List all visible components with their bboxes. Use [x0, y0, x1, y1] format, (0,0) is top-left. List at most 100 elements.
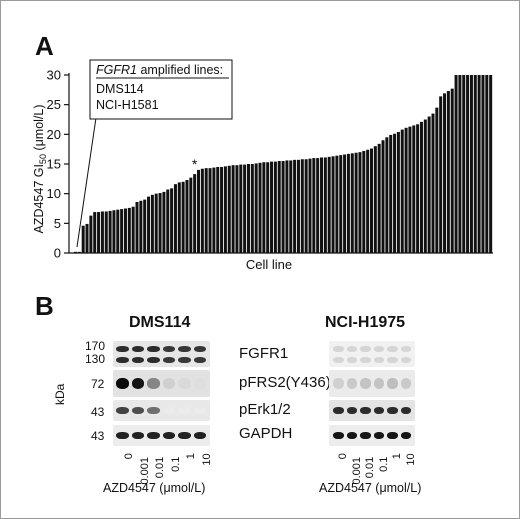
bar: [250, 164, 254, 253]
bar: [112, 210, 116, 253]
bar: [93, 212, 97, 253]
blot-nci-h1975-gapdh: [329, 425, 415, 446]
dose-label: 1: [391, 453, 403, 460]
bar: [258, 162, 262, 253]
blot-band: [360, 407, 371, 414]
bar: [181, 181, 185, 253]
blot-band: [400, 432, 411, 439]
bar: [327, 156, 331, 253]
bar: [197, 169, 201, 253]
bar: [373, 146, 377, 253]
blot-band: [387, 345, 398, 352]
bar: [208, 168, 212, 253]
bar: [281, 161, 285, 253]
bar: [423, 119, 427, 253]
bar: [354, 152, 358, 253]
bar: [443, 93, 447, 253]
blot-band: [147, 345, 160, 352]
bar: [89, 215, 93, 253]
bar: [173, 184, 177, 253]
bar: [97, 212, 101, 253]
gi50-bar-chart: 0 5 10 15 20 25 30 AZD4547 GI50 (μmol/L) Cell …: [32, 59, 493, 272]
bar: [154, 193, 158, 253]
blot-band: [116, 356, 129, 363]
blot-band: [400, 345, 411, 352]
bar: [331, 156, 335, 253]
bar: [185, 180, 189, 253]
y-tick-label: 5: [54, 216, 61, 231]
y-axis-label-sub: 50: [38, 154, 48, 164]
blot-band: [178, 345, 191, 352]
blot-band: [400, 407, 411, 414]
bar: [431, 113, 435, 253]
blot-band: [131, 407, 144, 414]
blot-dms114-pfrs2: [113, 370, 210, 397]
bar: [212, 167, 216, 253]
y-tick-label: 10: [47, 186, 61, 201]
bar: [135, 201, 139, 253]
blot-band: [131, 345, 144, 352]
bar: [243, 164, 247, 253]
bar: [200, 168, 204, 253]
y-axis-label: AZD4547 GI50 (μmol/L): [32, 104, 48, 233]
blot-band: [162, 378, 175, 389]
x-axis-label: Cell line: [246, 257, 292, 272]
bar: [77, 251, 81, 253]
bar: [323, 157, 327, 253]
blot-band: [193, 407, 206, 414]
marker-170: 170: [85, 339, 106, 353]
bar: [412, 125, 416, 253]
bar: [189, 177, 193, 253]
blot-band: [333, 432, 344, 439]
bar: [273, 161, 277, 253]
bar: [435, 107, 439, 253]
nci-h1975-xlabel: AZD4547 (μmol/L): [319, 481, 422, 495]
blot-band: [116, 432, 129, 439]
blot-band: [373, 378, 384, 389]
protein-label-gapdh: GAPDH: [239, 425, 293, 442]
protein-label-pfrs2: pFRS2(Y436): [239, 374, 331, 391]
blot-band: [346, 432, 357, 439]
bar: [454, 75, 458, 253]
bar: [462, 75, 466, 253]
bar: [369, 148, 373, 253]
bar: [481, 75, 485, 253]
callout-box: [89, 59, 233, 120]
blot-band: [178, 378, 191, 389]
blot-band: [193, 356, 206, 363]
blot-band: [116, 378, 129, 389]
bar: [162, 191, 166, 253]
bar: [262, 162, 266, 253]
blot-band: [360, 345, 371, 352]
bar: [377, 143, 381, 253]
y-tick-label: 20: [47, 127, 61, 142]
y-tick-label: 25: [47, 97, 61, 112]
blot-band: [373, 356, 384, 363]
bar: [285, 160, 289, 253]
bar: [300, 159, 304, 253]
blot-band: [400, 356, 411, 363]
blot-band: [116, 345, 129, 352]
bar: [308, 158, 312, 253]
blot-band: [387, 356, 398, 363]
bar: [419, 121, 423, 254]
dose-label: 0.01: [364, 456, 376, 479]
bar: [150, 194, 154, 253]
kda-label: kDa: [53, 383, 67, 405]
bar: [335, 155, 339, 253]
dose-label: 10: [404, 453, 417, 466]
blot-band: [360, 356, 371, 363]
dose-label: 1: [185, 453, 197, 460]
dose-label: 0.1: [377, 456, 390, 472]
blot-band: [333, 356, 344, 363]
bar: [158, 193, 162, 253]
chart-bars: [74, 75, 493, 254]
bar: [266, 162, 270, 253]
callout-line-1: DMS114: [96, 82, 144, 96]
bar: [400, 129, 404, 253]
dose-label: 0: [337, 453, 349, 460]
blot-nci-h1975-fgfr1: [329, 341, 415, 367]
bar: [104, 211, 108, 253]
bar: [489, 75, 493, 253]
y-axis-label-unit: (μmol/L): [32, 104, 46, 154]
